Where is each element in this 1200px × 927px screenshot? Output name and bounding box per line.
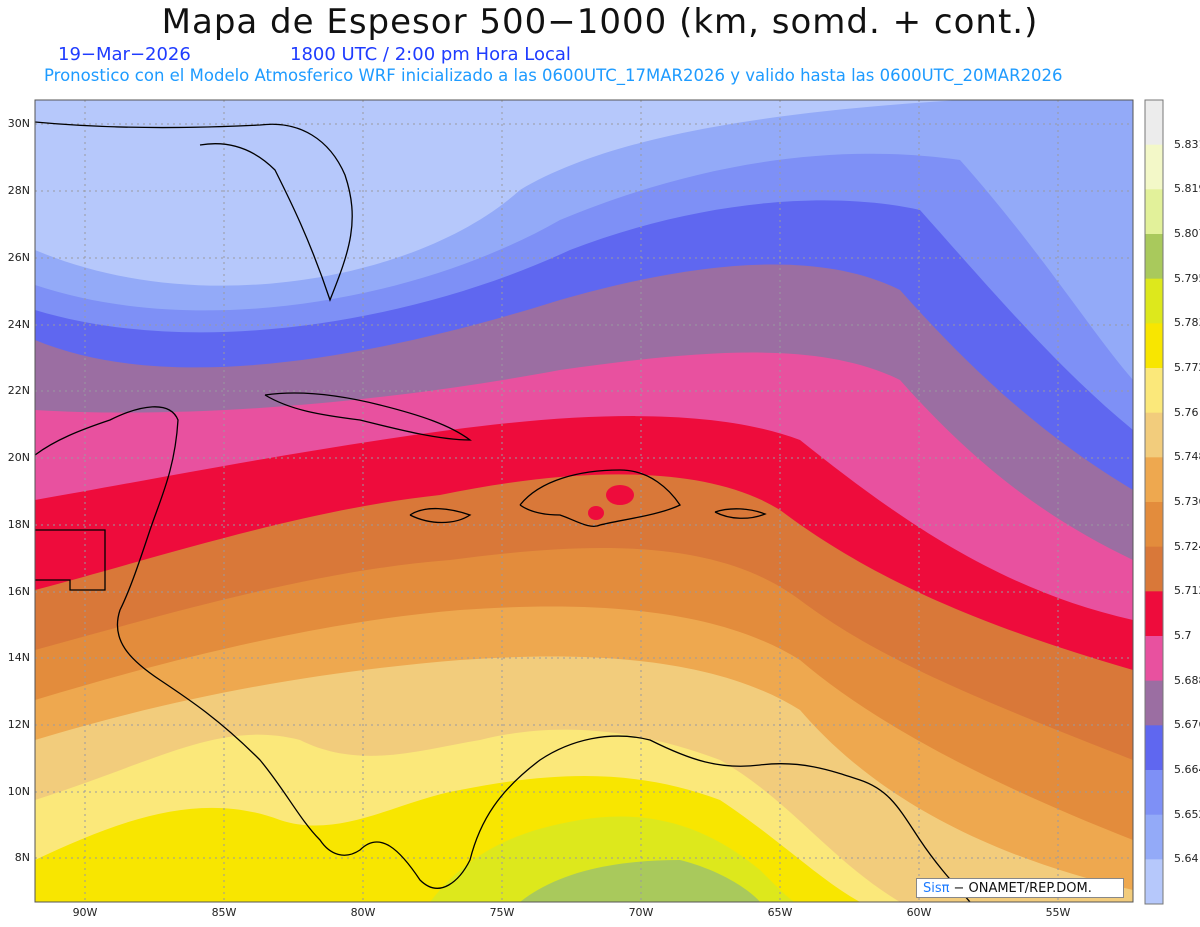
map-title: Mapa de Espesor 500−1000 (km, somd. + co… [161,2,1039,42]
colorbar-label: 5.76 [1174,405,1199,419]
colorbar-swatch [1145,859,1163,905]
colorbar-swatch [1145,278,1163,324]
lon-label: 60W [906,906,932,919]
lat-label: 14N [7,651,30,664]
colorbar-label: 5.676 [1174,718,1200,732]
colorbar-swatch [1145,323,1163,369]
colorbar-swatch [1145,412,1163,458]
border-guatemala [35,529,106,591]
forecast-time: 1800 UTC / 2:00 pm Hora Local [290,44,571,65]
colorbar-swatch [1145,457,1163,503]
credit-text: − ONAMET/REP.DOM. [953,880,1092,896]
lat-label: 28N [7,184,30,197]
colorbar-swatch [1145,144,1163,190]
lon-label: 75W [489,906,515,919]
colorbar-label: 5.712 [1174,584,1200,598]
lat-label: 8N [14,851,30,864]
colorbar-swatch [1145,546,1163,592]
lon-label: 55W [1045,906,1071,919]
coast-jamaica [409,507,472,524]
colorbar-swatch [1145,680,1163,726]
lat-label: 18N [7,518,30,531]
colorbar-label: 5.688 [1174,673,1200,687]
lat-label: 26N [7,251,30,264]
cell-haiti [588,506,604,520]
lon-label: 65W [767,906,793,919]
coast-central-south-america [35,406,971,902]
colorbar-swatch [1145,234,1163,280]
coastlines [35,121,971,902]
lat-label: 30N [7,117,30,130]
colorbar-label: 5.748 [1174,450,1200,464]
band-5.795 [520,860,760,902]
credit-logo: Sisπ [923,880,950,896]
colorbar-swatch [1145,189,1163,235]
colorbar-frame [1144,99,1164,905]
lon-label: 90W [72,906,98,919]
map-frame [34,99,1134,903]
colorbar-label: 5.736 [1174,495,1200,508]
colorbar-label: 5.783 [1174,316,1200,330]
colorbar-label: 5.64 [1174,852,1199,866]
grid-lines [35,100,1133,902]
credit-box: Sisπ − ONAMET/REP.DOM. [916,878,1124,898]
colorbar-swatch [1145,814,1163,860]
colorbar-label: 5.7 [1174,629,1192,642]
colorbar-label: 5.772 [1174,361,1200,374]
colorbar [1144,99,1164,905]
colorbar-label: 5.652 [1174,807,1200,821]
colorbar-swatch [1145,725,1163,771]
colorbar-label: 5.819 [1174,182,1200,196]
colorbar-label: 5.724 [1174,539,1200,553]
forecast-description: Pronostico con el Modelo Atmosferico WRF… [44,66,1063,85]
forecast-date: 19−Mar−2026 [58,44,191,65]
coast-cuba [264,392,472,441]
lat-label: 16N [7,585,30,598]
colorbar-swatch [1145,100,1163,146]
lat-label: 10N [7,785,30,798]
lat-label: 22N [7,384,30,397]
colorbar-swatch [1145,636,1163,682]
thickness-bands [35,100,1133,902]
colorbar-swatch [1145,591,1163,637]
colorbar-swatch [1145,770,1163,816]
lon-label: 80W [350,906,376,919]
coast-hispaniola [519,469,681,527]
colorbar-swatch [1145,368,1163,414]
colorbar-label: 5.664 [1174,763,1200,776]
lat-label: 12N [7,718,30,731]
coast-puerto-rico [714,508,767,519]
colorbar-label: 5.795 [1174,271,1200,285]
lon-label: 70W [628,906,654,919]
lat-label: 24N [7,318,30,331]
colorbar-label: 5.807 [1174,227,1200,240]
lon-label: 85W [211,906,237,919]
colorbar-label: 5.831 [1174,137,1200,151]
lat-label: 20N [7,451,30,464]
coast-florida [35,121,353,302]
colorbar-swatch [1145,502,1163,548]
cell-hispaniola [606,485,634,505]
